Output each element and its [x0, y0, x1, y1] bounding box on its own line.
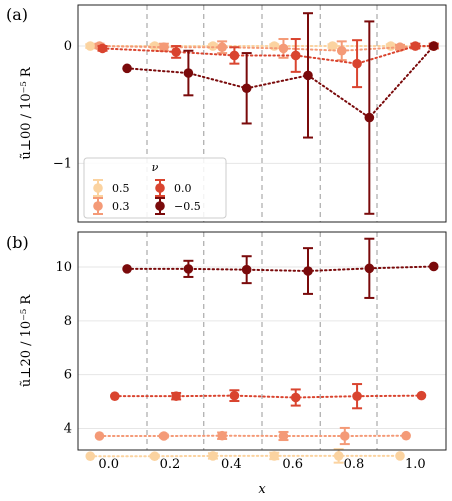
panel-a-data-point	[327, 41, 338, 51]
panel-b-y-tick-label: 10	[55, 260, 72, 275]
panel-a-data-point	[410, 41, 421, 51]
panel-b-data-point	[428, 261, 439, 272]
panel-b-data-point	[364, 263, 375, 274]
panel-b-data-point	[241, 264, 252, 275]
legend-entry-label: −0.5	[174, 200, 201, 213]
legend-marker	[155, 201, 165, 211]
panel-b-data-point	[110, 391, 120, 401]
panel-a-plot-area: 0 −1	[53, 4, 447, 223]
legend-box	[83, 157, 227, 219]
panel-a-data-point	[336, 45, 347, 56]
panel-b-data-point	[217, 430, 227, 441]
panel-b-x-axis-label: x	[258, 482, 266, 497]
panel-b-series-line	[126, 265, 435, 273]
panel-a-data-point	[85, 41, 96, 51]
panel-a-data-point	[171, 47, 181, 57]
panel-b-data-point	[85, 451, 96, 461]
panel-b-data-point	[94, 431, 105, 441]
panel-a-data-point	[159, 42, 169, 53]
legend-title: ν	[152, 161, 159, 174]
panel-a-series-line	[126, 45, 435, 119]
panel-b-label: (b)	[6, 233, 29, 252]
panel-b-data-point	[416, 390, 427, 401]
panel-b-y-tick-label: 4	[64, 421, 72, 436]
legend-entry-label: 0.0	[174, 182, 192, 195]
panel-a-data-point	[217, 42, 227, 53]
panel-b-data-point	[269, 451, 280, 461]
panel-b-data-point	[333, 451, 344, 461]
legend-entry-label: 0.5	[112, 182, 130, 195]
panel-b-data-point	[122, 264, 132, 274]
panel-a-data-point	[386, 41, 396, 51]
panel-b-data-point	[340, 431, 350, 441]
panel-a-data-point	[364, 112, 375, 123]
panel-b-data-point	[229, 390, 240, 401]
panel-a-data-point	[428, 41, 439, 51]
panel-b-data-point	[278, 431, 289, 441]
panel-b-series-line	[113, 394, 423, 399]
panel-a-data-point	[241, 83, 252, 94]
panel-b-y-tick-label: 6	[64, 368, 72, 383]
panel-b-data-point	[159, 431, 169, 441]
panel-a-y-tick-label: 0	[64, 39, 72, 54]
panel-a-data-point	[278, 43, 289, 54]
panel-b-data-point	[401, 430, 411, 441]
panel-a-data-point	[97, 43, 108, 54]
panel-b-x-tick-label: 0.4	[221, 457, 242, 472]
panel-b-data-point	[183, 264, 194, 274]
panel-a-legend: ν 0.5 0.3 0.0 −0.5	[83, 157, 227, 219]
panel-a-data-point	[303, 70, 313, 81]
panel-b-frame	[77, 231, 447, 451]
panel-b-plot-area: 4 6 8 10 0.0 0.2 0.4 0.6 0.8 1.0	[55, 231, 447, 472]
panel-a-data-point	[183, 68, 194, 78]
panel-a-label: (a)	[6, 5, 28, 24]
panel-a-data-point	[229, 50, 240, 61]
panel-a-frame	[77, 4, 447, 223]
panel-a: 0 −1 (a) ũ⊥00 / 10⁻⁵ R ν 0.5 0.3 0.0 −0.5	[6, 4, 447, 223]
panel-b-data-point	[290, 392, 301, 403]
panel-a-data-point	[122, 63, 132, 74]
panel-a-data-point	[290, 50, 301, 61]
panel-a-data-point	[352, 58, 362, 69]
panel-b-x-tick-label: 1.0	[405, 457, 426, 472]
panel-b-y-tick-label: 8	[64, 314, 72, 329]
panel-b: 4 6 8 10 0.0 0.2 0.4 0.6 0.8 1.0 (b) ũ⊥20 / 10⁻⁵ …	[6, 231, 447, 497]
panel-b-x-tick-label: 0.8	[344, 457, 365, 472]
panel-b-x-tick-label: 0.0	[98, 457, 119, 472]
panel-b-data-point	[303, 266, 313, 276]
panel-b-x-tick-label: 0.2	[160, 457, 181, 472]
panel-b-data-point	[149, 451, 160, 461]
legend-marker	[155, 183, 165, 193]
panel-b-y-axis-label: ũ⊥20 / 10⁻⁵ R	[19, 294, 34, 388]
panel-a-data-point	[269, 41, 280, 51]
panel-b-data-point	[208, 451, 218, 461]
panel-b-data-point	[395, 451, 405, 461]
panel-a-data-point	[149, 41, 160, 51]
panel-a-y-axis-label: ũ⊥00 / 10⁻⁵ R	[19, 66, 34, 160]
legend-entry-label: 0.3	[112, 200, 130, 213]
panel-b-data-point	[171, 391, 181, 401]
legend-marker	[93, 183, 103, 193]
panel-a-y-tick-label: −1	[53, 156, 72, 171]
panel-a-data-point	[208, 41, 218, 51]
panel-b-data-point	[352, 391, 362, 401]
panel-b-x-tick-label: 0.6	[282, 457, 303, 472]
legend-marker	[93, 201, 103, 211]
